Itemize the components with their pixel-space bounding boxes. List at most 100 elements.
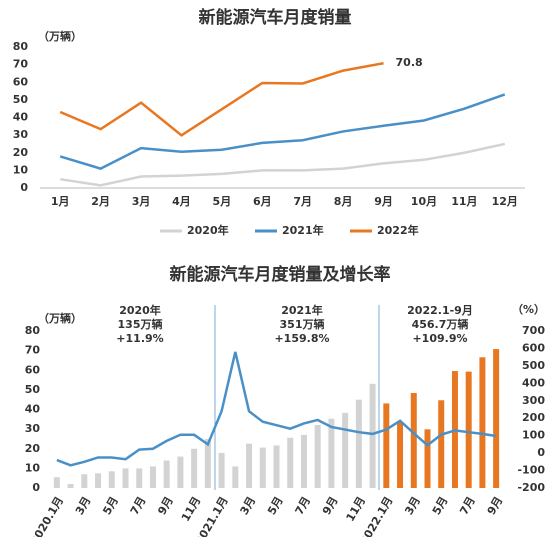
annotation: 351万辆: [280, 317, 325, 331]
bar: [218, 452, 225, 488]
x-tick-label: 5月: [100, 495, 121, 518]
x-tick-label: 10月: [411, 195, 437, 208]
x-tick-label: 2月: [91, 195, 110, 208]
bar: [95, 473, 102, 488]
bar: [465, 371, 472, 488]
x-tick-label: 2020.1月: [28, 495, 66, 537]
line-series: [56, 351, 497, 467]
bar: [273, 445, 280, 488]
bar: [204, 438, 211, 488]
chart-title: 新能源汽车月度销量: [199, 7, 352, 28]
y-tick-label: 10: [25, 461, 41, 474]
x-tick-label: 5月: [265, 495, 286, 518]
annotation: 2020年: [119, 303, 161, 317]
bar: [122, 468, 129, 488]
annotation: 135万辆: [118, 317, 163, 331]
bar: [424, 429, 431, 488]
x-tick-label: 11月: [451, 195, 477, 208]
y-tick-label: 20: [13, 146, 29, 159]
bar: [191, 448, 198, 488]
annotation: +11.9%: [116, 332, 163, 345]
bar: [177, 456, 184, 488]
y-axis-label: （万辆）: [38, 311, 82, 325]
bar: [328, 418, 335, 488]
y-tick-label: 80: [25, 324, 41, 337]
x-tick-label: 3月: [73, 495, 94, 518]
chart-title: 新能源汽车月度销量及增长率: [170, 264, 391, 285]
bar: [67, 484, 74, 488]
bar: [108, 471, 115, 488]
x-tick-label: 12月: [492, 195, 518, 208]
x-tick-label: 7月: [293, 495, 314, 518]
y-tick-label: 0: [20, 181, 28, 194]
x-tick-label: 7月: [293, 195, 312, 208]
y2-tick-label: 200: [522, 411, 545, 424]
legend-label: 2020年: [187, 223, 229, 237]
y2-tick-label: 100: [522, 429, 545, 442]
x-tick-label: 8月: [334, 195, 353, 208]
y-tick-label: 70: [25, 344, 41, 357]
bar: [81, 474, 88, 488]
y-tick-label: 70: [13, 58, 29, 71]
y2-axis-label: （%）: [512, 303, 545, 316]
annotation: +109.9%: [412, 332, 467, 345]
bar: [369, 383, 376, 488]
bar: [314, 425, 321, 488]
y2-tick-label: -100: [517, 464, 545, 477]
annotation: +159.8%: [274, 332, 329, 345]
y-tick-label: 60: [13, 75, 29, 88]
y-tick-label: 30: [25, 422, 41, 435]
x-tick-label: 9月: [155, 495, 176, 518]
legend-label: 2021年: [282, 223, 324, 237]
x-tick-label: 1月: [51, 195, 70, 208]
bar: [438, 400, 445, 488]
bar: [300, 434, 307, 488]
x-tick-label: 9月: [320, 495, 341, 518]
annotation: 456.7万辆: [412, 317, 469, 331]
x-tick-label: 6月: [253, 195, 272, 208]
x-tick-label: 9月: [485, 495, 506, 518]
line-series: [60, 142, 506, 187]
data-label: 70.8: [396, 56, 423, 69]
x-tick-label: 3月: [238, 495, 259, 518]
y-tick-label: 50: [25, 383, 41, 396]
x-tick-label: 3月: [132, 195, 151, 208]
y2-tick-label: 300: [522, 394, 545, 407]
x-tick-label: 11月: [179, 495, 203, 524]
x-tick-label: 3月: [402, 495, 423, 518]
bar: [342, 412, 349, 488]
y-tick-label: 10: [13, 163, 29, 176]
y2-tick-label: 400: [522, 376, 545, 389]
y2-tick-label: 700: [522, 324, 545, 337]
bar: [232, 466, 239, 488]
bar: [246, 443, 253, 488]
bar: [383, 403, 390, 488]
bar: [355, 399, 362, 488]
legend-label: 2022年: [377, 223, 419, 237]
y2-tick-label: 0: [537, 446, 545, 459]
bar: [479, 357, 486, 488]
y-tick-label: 30: [13, 128, 29, 141]
y-tick-label: 60: [25, 363, 41, 376]
bar: [287, 437, 294, 488]
line-series: [59, 61, 384, 137]
bar: [493, 349, 500, 488]
bar: [53, 477, 60, 488]
y-tick-label: 40: [25, 403, 41, 416]
x-tick-label: 5月: [213, 195, 232, 208]
x-tick-label: 7月: [457, 495, 478, 518]
y-tick-label: 20: [25, 442, 41, 455]
bar: [149, 466, 156, 488]
bar: [410, 393, 417, 488]
x-tick-label: 5月: [430, 495, 451, 518]
y-tick-label: 0: [32, 481, 40, 494]
line-series: [59, 93, 506, 170]
y2-tick-label: 600: [522, 341, 545, 354]
annotation: 2022.1-9月: [407, 304, 473, 317]
bar: [163, 460, 170, 488]
y-tick-label: 80: [13, 40, 29, 53]
x-tick-label: 4月: [172, 195, 191, 208]
bar: [136, 468, 143, 488]
bar: [397, 422, 404, 488]
